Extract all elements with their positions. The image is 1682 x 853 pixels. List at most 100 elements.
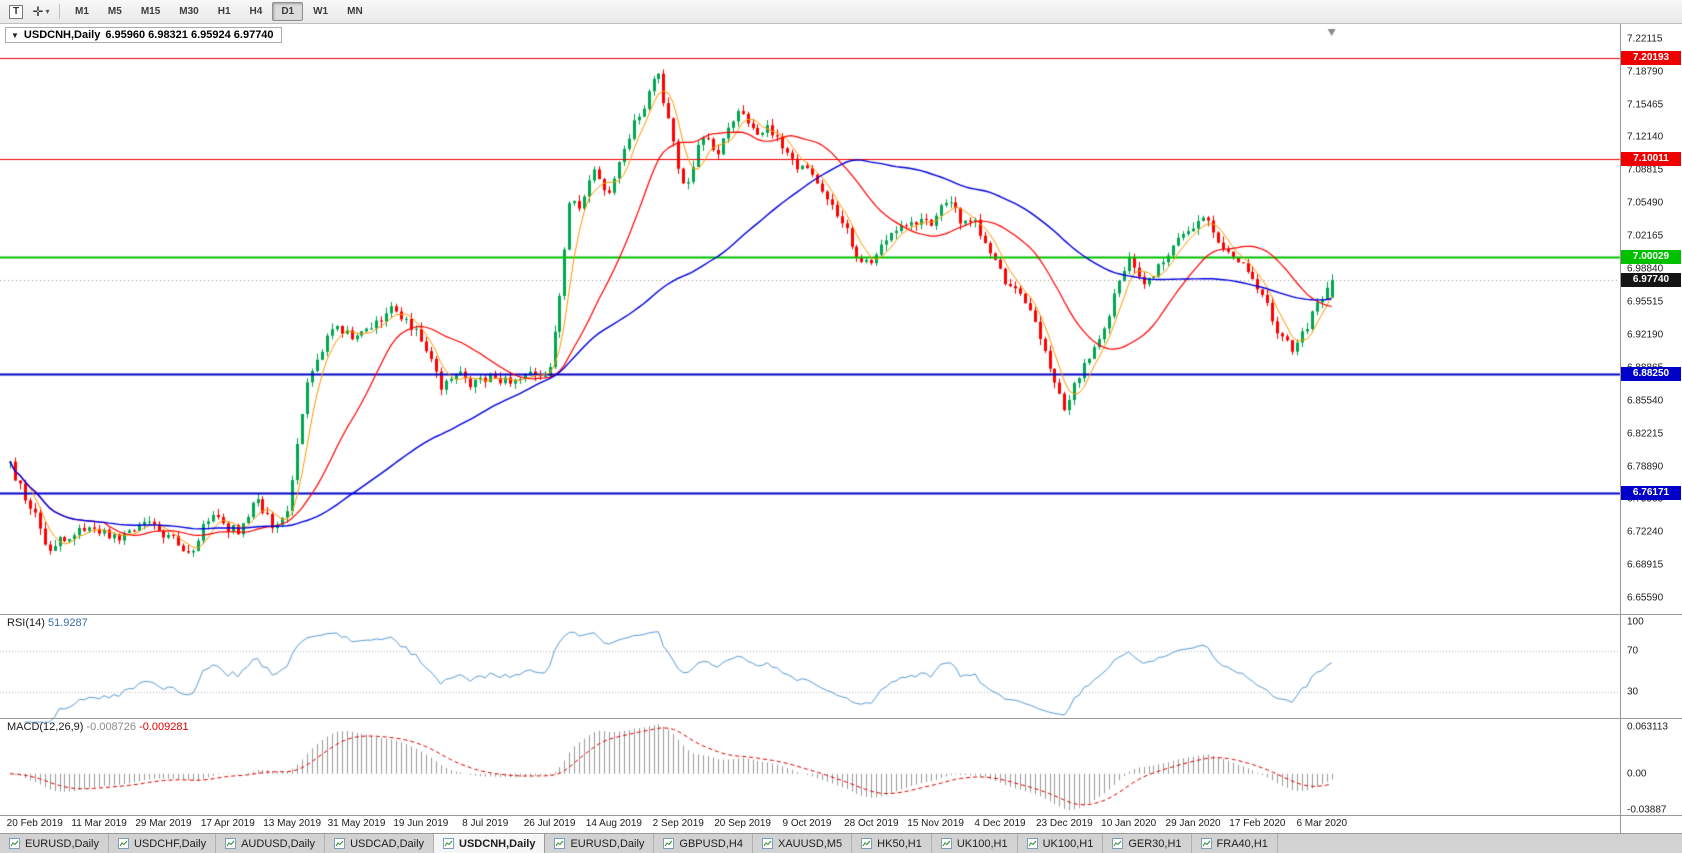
chart-tab-xauusd-m5[interactable]: XAUUSD,M5 <box>752 834 853 853</box>
one-click-trading-toggle[interactable]: ▼ <box>11 30 19 40</box>
chart-tab-icon <box>443 838 455 849</box>
macd-scale-label: -0.03887 <box>1627 804 1667 816</box>
chevron-down-icon: ▾ <box>45 7 50 16</box>
text-tool-button[interactable]: T <box>4 2 28 22</box>
rsi-scale-label: 100 <box>1627 616 1644 628</box>
time-scale-label: 15 Nov 2019 <box>907 818 964 829</box>
price-axis-border <box>1620 24 1621 833</box>
time-scale-label: 26 Jul 2019 <box>523 818 576 829</box>
chart-tab-usdcad-daily[interactable]: USDCAD,Daily <box>325 834 435 853</box>
chart-tab-icon <box>117 838 129 849</box>
time-scale-label: 8 Jul 2019 <box>462 818 509 829</box>
macd-scale-label: 0.00 <box>1627 768 1647 780</box>
chart-tab-label: EURUSD,Daily <box>25 837 99 850</box>
time-scale-label: 17 Feb 2020 <box>1229 818 1286 829</box>
chart-tab-icon <box>554 838 566 849</box>
crosshair-icon: ✛ <box>32 4 44 19</box>
timeframe-button-h1[interactable]: H1 <box>217 6 231 17</box>
time-scale-label: 29 Mar 2019 <box>135 818 192 829</box>
chart-tab-label: USDCNH,Daily <box>459 837 536 850</box>
macd-indicator-name: MACD(12,26,9) <box>7 721 84 733</box>
chart-tab-fra40-h1[interactable]: FRA40,H1 <box>1191 834 1278 853</box>
chart-tab-eurusd-daily[interactable]: EURUSD,Daily <box>545 834 655 853</box>
chart-tab-label: HK50,H1 <box>877 837 922 850</box>
toolbar: T ✛ ▾ M1 M5 M15 M30 H1 H4 D1 W1 MN <box>0 0 1682 24</box>
time-scale-label: 31 May 2019 <box>327 818 386 829</box>
chart-tab-usdchf-daily[interactable]: USDCHF,Daily <box>108 834 217 853</box>
chart-canvas[interactable] <box>0 24 1682 816</box>
price-scale-label: 6.68915 <box>1627 559 1664 571</box>
current-price-badge: 6.97740 <box>1621 272 1681 287</box>
macd-indicator-label: MACD(12,26,9) -0.008726 -0.009281 <box>7 721 189 733</box>
time-scale-label: 20 Feb 2019 <box>6 818 63 829</box>
chart-tab-usdcnh-daily[interactable]: USDCNH,Daily <box>434 834 546 853</box>
chart-tab-label: USDCHF,Daily <box>133 837 207 850</box>
chart-tab-icon <box>1200 838 1212 849</box>
hline-price-badge: 6.88250 <box>1621 366 1681 381</box>
price-scale-label: 7.15465 <box>1627 99 1664 111</box>
time-scale-label: 23 Dec 2019 <box>1035 818 1093 829</box>
crosshair-tool-button[interactable]: ✛ ▾ <box>29 2 53 22</box>
chart-tab-uk100-h1[interactable]: UK100,H1 <box>931 834 1018 853</box>
rsi-indicator-label: RSI(14) 51.9287 <box>7 617 88 629</box>
time-scale-label: 6 Mar 2020 <box>1296 818 1348 829</box>
hline-price-badge: 7.10011 <box>1621 151 1681 166</box>
price-scale-label: 6.72240 <box>1627 526 1664 538</box>
chart-tab-audusd-daily[interactable]: AUDUSD,Daily <box>216 834 326 853</box>
time-scale-label: 13 May 2019 <box>263 818 322 829</box>
toolbar-separator <box>59 4 60 19</box>
timeframe-button-mn[interactable]: MN <box>347 6 363 17</box>
macd-panel-splitter[interactable] <box>0 718 1682 719</box>
chart-tab-eurusd-daily[interactable]: EURUSD,Daily <box>0 834 109 853</box>
rsi-indicator-name: RSI(14) <box>7 617 45 629</box>
time-scale-label: 4 Dec 2019 <box>974 818 1026 829</box>
timeframe-button-h4[interactable]: H4 <box>249 6 263 17</box>
rsi-scale-label: 30 <box>1627 686 1639 698</box>
chart-tab-label: UK100,H1 <box>956 837 1008 850</box>
hline-price-badge: 6.76171 <box>1621 486 1681 501</box>
rsi-scale-label: 70 <box>1627 645 1639 657</box>
chart-tab-ger30-h1[interactable]: GER30,H1 <box>1103 834 1192 853</box>
chart-tab-icon <box>761 838 773 849</box>
timeframe-button-m1[interactable]: M1 <box>75 6 89 17</box>
chart-tab-icon <box>663 838 675 849</box>
price-scale[interactable]: 7.22115 7.18790 7.15465 7.12140 7.08815 7.054… <box>1620 24 1682 816</box>
timeframe-button-m5[interactable]: M5 <box>107 6 122 17</box>
time-scale-label: 17 Apr 2019 <box>200 818 255 829</box>
time-scale[interactable]: 20 Feb 2019 11 Mar 2019 29 Mar 2019 17 Apr … <box>0 816 1682 833</box>
chart-tab-icon <box>9 838 20 849</box>
chart-area: ▼ USDCNH,Daily 6.95960 6.98321 6.95924 6… <box>0 24 1682 833</box>
chart-ohlc-values: 6.95960 6.98321 6.95924 6.97740 <box>105 29 274 41</box>
timeframe-toolbar: M1 M5 M15 M30 H1 H4 D1 W1 MN <box>66 2 372 21</box>
time-scale-label: 11 Mar 2019 <box>71 818 127 829</box>
chart-tab-uk100-h1[interactable]: UK100,H1 <box>1017 834 1104 853</box>
rsi-indicator-value: 51.9287 <box>47 617 88 629</box>
chart-tab-label: XAUUSD,M5 <box>777 837 843 850</box>
chart-tab-label: EURUSD,Daily <box>570 837 645 850</box>
hline-price-badge: 7.00029 <box>1621 250 1681 265</box>
timeframe-button-m30[interactable]: M30 <box>179 6 199 17</box>
macd-main-value: -0.008726 <box>86 721 137 733</box>
macd-signal-value: -0.009281 <box>139 721 189 733</box>
price-scale-label: 6.92190 <box>1627 329 1664 341</box>
price-scale-label: 7.22115 <box>1627 33 1663 45</box>
time-axis-border <box>0 815 1682 816</box>
chart-tab-gbpusd-h4[interactable]: GBPUSD,H4 <box>654 834 753 853</box>
chart-tab-label: USDCAD,Daily <box>350 837 425 850</box>
chart-tab-icon <box>861 838 873 849</box>
chart-tab-hk50-h1[interactable]: HK50,H1 <box>852 834 932 853</box>
timeframe-button-w1[interactable]: W1 <box>313 6 329 17</box>
chart-tab-label: AUDUSD,Daily <box>241 837 316 850</box>
timeframe-button-d1[interactable]: D1 <box>272 2 304 21</box>
macd-scale-label: 0.063113 <box>1627 721 1668 733</box>
price-scale-label: 6.95515 <box>1627 296 1664 308</box>
chart-tab-bar: EURUSD,Daily USDCHF,Daily AUDUSD,Daily USDC… <box>0 833 1682 853</box>
chart-tab-icon <box>334 838 346 849</box>
rsi-panel-splitter[interactable] <box>0 614 1682 615</box>
chart-tab-label: UK100,H1 <box>1042 837 1094 850</box>
timeframe-button-m15[interactable]: M15 <box>140 6 161 17</box>
hline-price-badge: 7.20193 <box>1621 50 1681 65</box>
chart-tab-label: GER30,H1 <box>1128 837 1182 850</box>
chart-tab-icon <box>1112 838 1124 849</box>
